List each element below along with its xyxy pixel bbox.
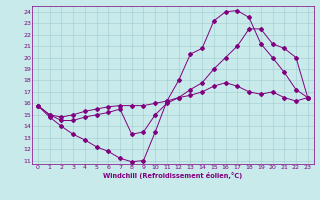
X-axis label: Windchill (Refroidissement éolien,°C): Windchill (Refroidissement éolien,°C) [103,172,243,179]
